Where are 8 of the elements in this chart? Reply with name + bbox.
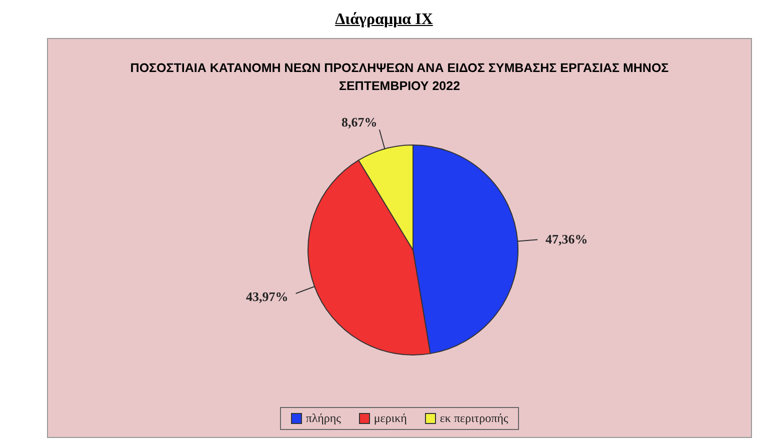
legend-label: εκ περιτροπής — [440, 411, 508, 426]
data-label: 47,36% — [546, 231, 588, 246]
data-label: 8,67% — [341, 114, 378, 130]
chart-subtitle: ΠΟΣΟΣΤΙΑΙΑ ΚΑΤΑΝΟΜΗ ΝΕΩΝ ΠΡΟΣΛΗΨΕΩΝ ΑΝΑ ΕΙΔΟΣ ΣΥΜΒΑΣΗΣ ΕΡΓΑΣΙΑΣ ΜΗΝΟΣ ΣΕΠΤΕΜΒΡΙΟΥ 2022 — [129, 60, 670, 95]
legend-label: μερική — [374, 411, 407, 426]
legend-label: πλήρης — [306, 411, 341, 426]
data-label: 43,97% — [246, 288, 288, 304]
chart-title: Διάγραμμα IX — [334, 10, 434, 30]
